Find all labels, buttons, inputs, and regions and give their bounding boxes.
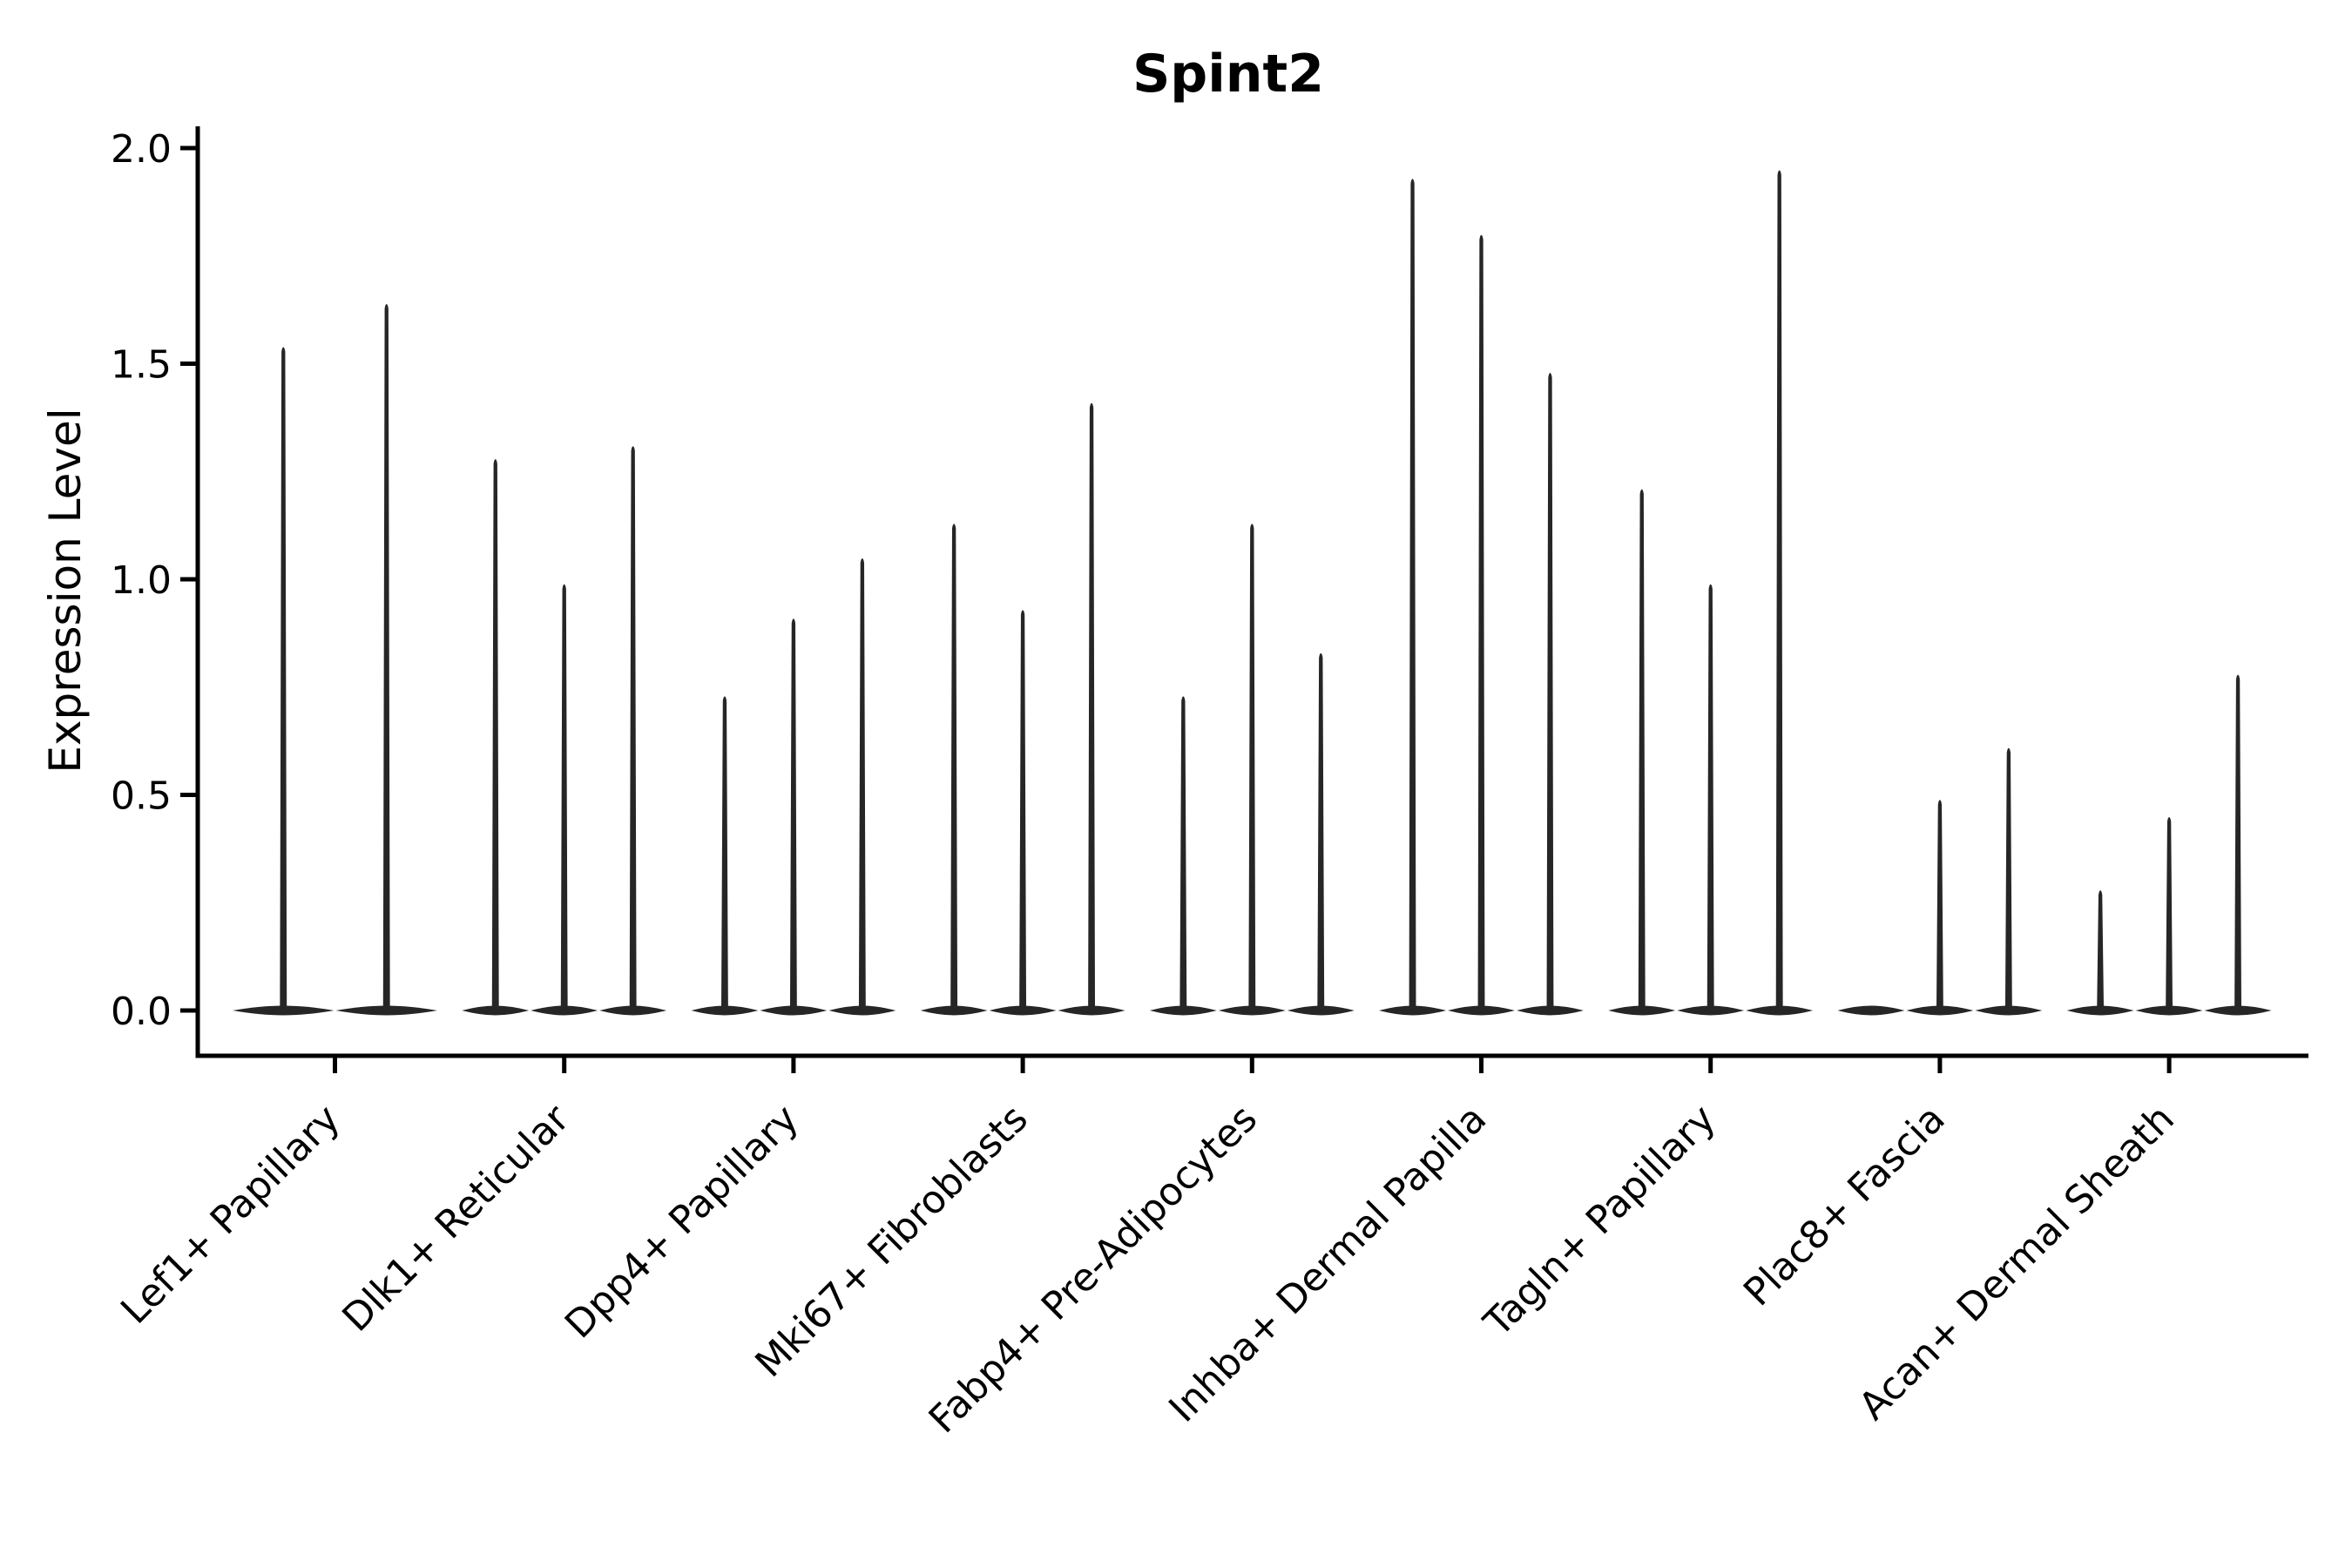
violin-spike: [1936, 800, 1943, 1013]
violin-spike: [280, 347, 287, 1013]
violin-spike: [1248, 524, 1256, 1013]
violin-spike: [1019, 610, 1027, 1013]
violin-spike: [560, 584, 568, 1013]
y-axis-tick-label: 1.0: [111, 558, 172, 603]
violin-spike: [1409, 179, 1416, 1013]
y-axis-tick-label: 0.5: [111, 774, 172, 819]
violin-spike: [1546, 373, 1554, 1013]
violin-spike: [1317, 652, 1325, 1013]
chart-title: Spint2: [1132, 44, 1324, 105]
y-axis-tick-label: 2.0: [111, 127, 172, 172]
violin-spike: [491, 459, 499, 1013]
violin-spike: [858, 558, 866, 1013]
violin-spike: [1179, 696, 1187, 1013]
violin-spike: [2097, 890, 2105, 1013]
violin-spike: [2234, 674, 2242, 1013]
violin-spike: [950, 524, 958, 1013]
violin-spike: [382, 303, 390, 1013]
x-axis-label: Tagln+ Papillary: [1475, 1097, 1724, 1346]
violin-spike: [789, 618, 797, 1013]
y-axis-label: Expression Level: [40, 408, 91, 773]
x-axis-label: Lef1+ Papillary: [112, 1097, 348, 1333]
violin-spike: [1088, 402, 1096, 1013]
violin-spike: [2004, 747, 2012, 1013]
violin-spike: [1775, 170, 1783, 1013]
y-axis-tick-label: 1.5: [111, 343, 172, 388]
violin-spike: [1638, 489, 1646, 1013]
violin-spike: [1707, 584, 1714, 1013]
y-axis-tick-label: 0.0: [111, 990, 172, 1034]
violin-base: [1837, 1005, 1905, 1016]
violin-spike: [1477, 234, 1485, 1013]
x-axis-label: Dpp4+ Papillary: [557, 1097, 808, 1348]
violin-spike: [720, 696, 728, 1013]
x-axis-label: Plac8+ Fascia: [1735, 1097, 1954, 1315]
violin-layer: [233, 170, 2272, 1016]
violin-spike: [2166, 817, 2173, 1013]
violin-spike: [629, 446, 637, 1013]
x-axis-label: Dlk1+ Reticular: [335, 1096, 579, 1341]
